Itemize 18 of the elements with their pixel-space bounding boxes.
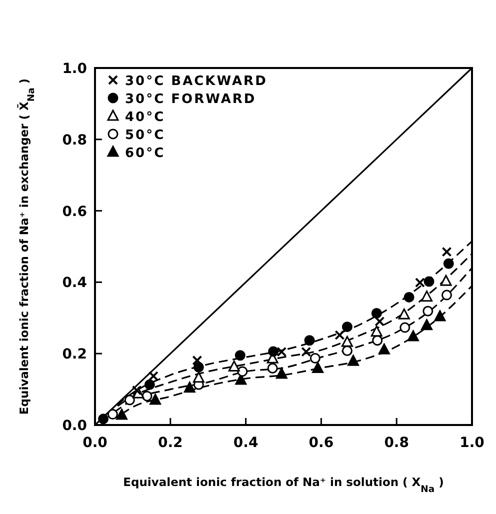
x-tick-label: 0.4 [233, 435, 258, 451]
y-tick-label: 0.8 [62, 132, 87, 148]
legend-label: 60°C [125, 146, 166, 161]
x-axis-title: Equivalent ionic fraction of Na⁺ in solution ( X$_{Na}$ ) [123, 475, 444, 494]
legend-label: 30°C BACKWARD [125, 74, 268, 89]
legend-label: 50°C [125, 128, 166, 143]
x-tick-label: 0.6 [308, 435, 334, 451]
legend-label: 30°C FORWARD [125, 92, 256, 107]
x-tick-label: 1.0 [460, 435, 485, 451]
y-tick-label: 0.6 [62, 204, 87, 220]
y-tick-label: 0.2 [62, 346, 87, 363]
y-tick-label: 0.4 [62, 275, 88, 292]
x-tick-label: 0.2 [158, 435, 183, 451]
y-tick-label: 1.0 [62, 61, 88, 77]
x-tick-label: 0.8 [384, 435, 410, 451]
legend-label: 40°C [125, 110, 166, 125]
y-tick-label: 0.0 [62, 418, 88, 434]
x-tick-label: 0.0 [82, 435, 108, 451]
